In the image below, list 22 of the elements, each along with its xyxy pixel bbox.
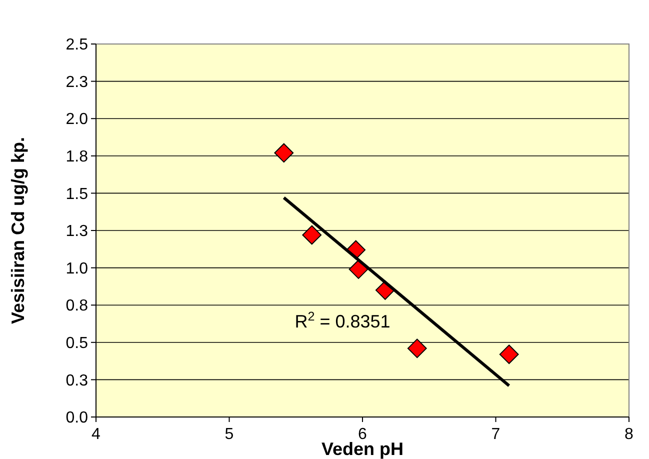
x-tick-label: 8 — [624, 426, 634, 443]
y-tick-label: 1.0 — [66, 260, 88, 278]
y-axis-title: Vesisiiran Cd ug/g kp. — [8, 136, 28, 324]
point — [499, 344, 519, 364]
y-tick-label: 2.3 — [66, 74, 88, 91]
y-tick-label: 2.5 — [66, 36, 88, 54]
point — [407, 338, 427, 358]
y-tick-label: 1.5 — [66, 186, 88, 203]
point — [348, 260, 368, 279]
y-tick-label: 0.5 — [66, 335, 88, 352]
point — [302, 225, 322, 245]
y-tick-label: 0.8 — [66, 298, 88, 315]
y-tick-label: 1.3 — [66, 223, 88, 240]
x-tick-label: 5 — [224, 426, 234, 443]
y-tick-label: 0.3 — [66, 372, 88, 390]
y-tick-label: 0.0 — [66, 410, 88, 427]
point — [274, 143, 294, 163]
y-tick-label: 2.0 — [66, 111, 88, 128]
x-tick-label: 4 — [92, 426, 101, 443]
y-tick-label: 1.8 — [66, 148, 88, 166]
annotation: R$^{2}$ = 0.8351 — [294, 309, 390, 332]
x-tick-label: 7 — [491, 426, 500, 443]
